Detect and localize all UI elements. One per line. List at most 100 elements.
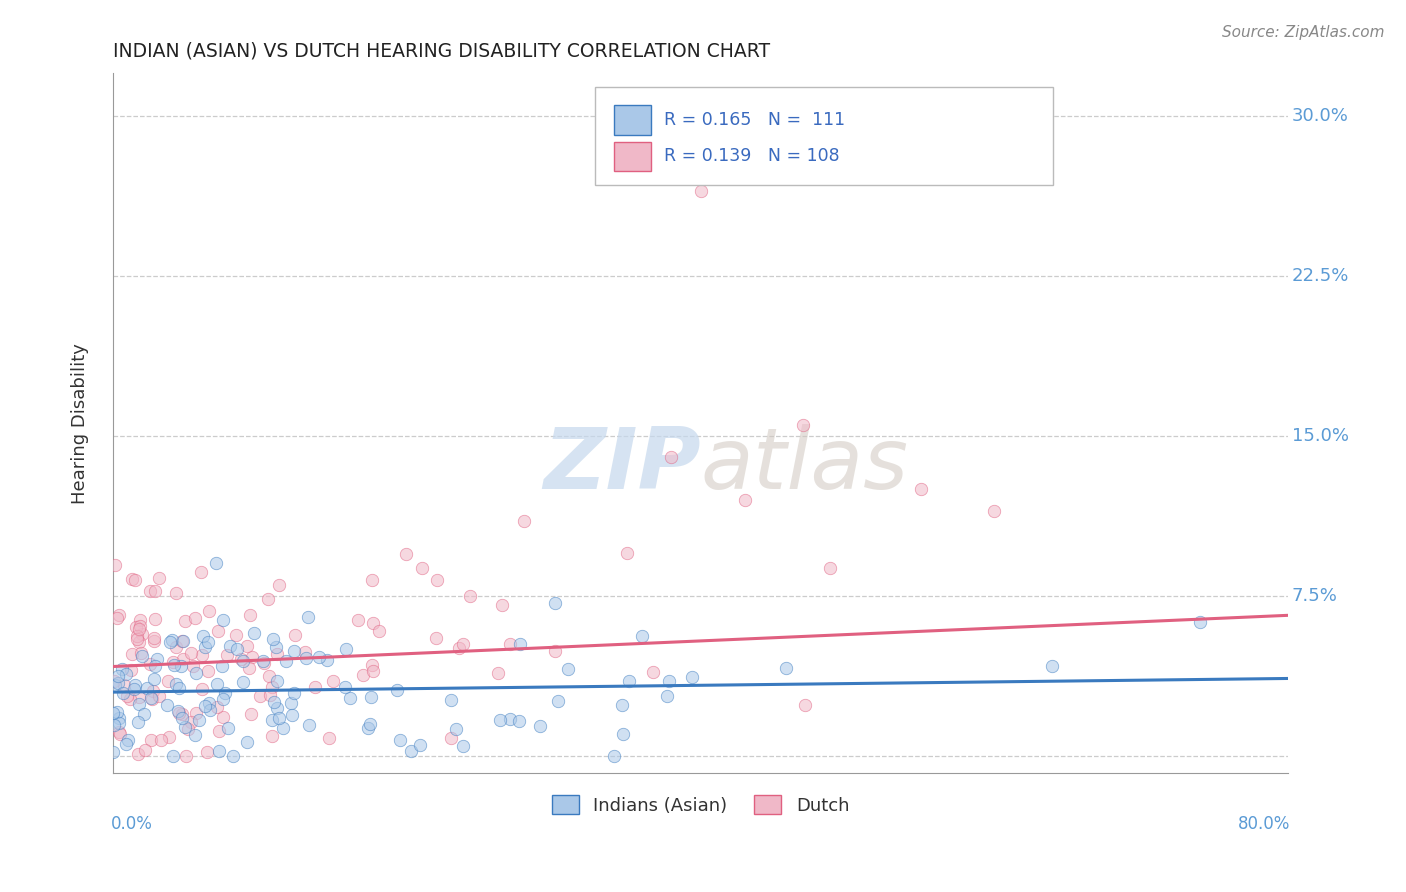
Dutch xyxy=(186,706,208,720)
Dutch xyxy=(162,655,184,669)
Dutch xyxy=(451,637,474,651)
Dutch xyxy=(491,598,513,612)
Dutch xyxy=(174,749,197,764)
Indians (Asian) xyxy=(191,629,214,643)
Dutch xyxy=(689,184,711,198)
Dutch xyxy=(167,706,190,721)
Indians (Asian) xyxy=(105,705,128,719)
Dutch xyxy=(125,632,148,647)
Dutch xyxy=(259,689,281,703)
Dutch xyxy=(107,725,129,739)
Indians (Asian) xyxy=(156,698,179,713)
Indians (Asian) xyxy=(162,658,184,673)
Indians (Asian) xyxy=(387,683,409,698)
Indians (Asian) xyxy=(128,698,150,712)
Dutch xyxy=(103,674,125,689)
Dutch xyxy=(127,629,149,643)
Indians (Asian) xyxy=(610,698,633,712)
Indians (Asian) xyxy=(108,716,131,731)
Indians (Asian) xyxy=(557,662,579,676)
Indians (Asian) xyxy=(104,678,127,692)
Dutch xyxy=(112,678,135,692)
Y-axis label: Hearing Disability: Hearing Disability xyxy=(72,343,89,504)
Dutch xyxy=(191,648,214,663)
Indians (Asian) xyxy=(212,692,235,706)
Indians (Asian) xyxy=(544,596,567,610)
Indians (Asian) xyxy=(211,659,233,673)
Dutch xyxy=(304,680,326,694)
Indians (Asian) xyxy=(1040,659,1063,673)
Indians (Asian) xyxy=(143,658,166,673)
Dutch xyxy=(361,658,384,673)
Indians (Asian) xyxy=(283,686,305,700)
Dutch xyxy=(180,715,202,730)
Dutch xyxy=(120,663,142,677)
Dutch xyxy=(659,450,682,465)
Dutch xyxy=(195,746,218,760)
Dutch xyxy=(322,674,344,689)
Indians (Asian) xyxy=(170,659,193,673)
Dutch xyxy=(257,669,280,683)
Dutch xyxy=(172,707,194,722)
Indians (Asian) xyxy=(401,744,423,758)
Dutch xyxy=(411,561,433,575)
Dutch xyxy=(128,622,150,636)
Indians (Asian) xyxy=(205,557,228,571)
Dutch xyxy=(198,604,221,618)
Dutch xyxy=(129,646,152,660)
Dutch xyxy=(148,689,170,703)
Dutch xyxy=(794,698,817,713)
Indians (Asian) xyxy=(226,642,249,657)
Dutch xyxy=(139,732,162,747)
Dutch xyxy=(368,624,391,638)
Dutch xyxy=(174,614,197,628)
Dutch xyxy=(165,640,187,654)
Dutch xyxy=(257,592,280,607)
Indians (Asian) xyxy=(124,678,146,692)
Indians (Asian) xyxy=(263,695,285,709)
Indians (Asian) xyxy=(444,722,467,736)
Indians (Asian) xyxy=(184,728,207,742)
Indians (Asian) xyxy=(143,672,166,686)
Indians (Asian) xyxy=(187,714,209,728)
Dutch xyxy=(346,613,368,627)
Indians (Asian) xyxy=(529,719,551,733)
Dutch xyxy=(128,690,150,704)
Indians (Asian) xyxy=(221,749,243,764)
Text: ZIP: ZIP xyxy=(543,424,700,507)
Indians (Asian) xyxy=(252,654,274,668)
Dutch xyxy=(124,574,146,588)
Indians (Asian) xyxy=(217,722,239,736)
Indians (Asian) xyxy=(167,681,190,695)
Indians (Asian) xyxy=(388,732,411,747)
Dutch xyxy=(283,628,305,642)
Indians (Asian) xyxy=(114,737,136,751)
Text: INDIAN (ASIAN) VS DUTCH HEARING DISABILITY CORRELATION CHART: INDIAN (ASIAN) VS DUTCH HEARING DISABILI… xyxy=(112,42,770,61)
Indians (Asian) xyxy=(107,676,129,690)
Indians (Asian) xyxy=(117,733,139,747)
Indians (Asian) xyxy=(262,713,284,727)
Indians (Asian) xyxy=(266,674,288,689)
Dutch xyxy=(352,668,374,682)
Dutch xyxy=(643,665,665,680)
Dutch xyxy=(190,681,212,696)
Dutch xyxy=(513,515,536,529)
Legend: Indians (Asian), Dutch: Indians (Asian), Dutch xyxy=(543,786,859,823)
Indians (Asian) xyxy=(547,694,569,708)
Indians (Asian) xyxy=(139,690,162,705)
Indians (Asian) xyxy=(631,629,654,643)
Dutch xyxy=(486,665,509,680)
Indians (Asian) xyxy=(681,670,703,684)
Indians (Asian) xyxy=(107,669,129,683)
Indians (Asian) xyxy=(658,674,681,689)
Indians (Asian) xyxy=(339,691,361,706)
Text: Source: ZipAtlas.com: Source: ZipAtlas.com xyxy=(1222,25,1385,40)
Indians (Asian) xyxy=(194,640,217,654)
Dutch xyxy=(229,652,252,666)
Dutch xyxy=(820,560,842,574)
Indians (Asian) xyxy=(131,648,153,663)
Dutch xyxy=(105,611,128,625)
Indians (Asian) xyxy=(357,721,380,735)
Indians (Asian) xyxy=(508,714,530,728)
Indians (Asian) xyxy=(264,640,287,654)
